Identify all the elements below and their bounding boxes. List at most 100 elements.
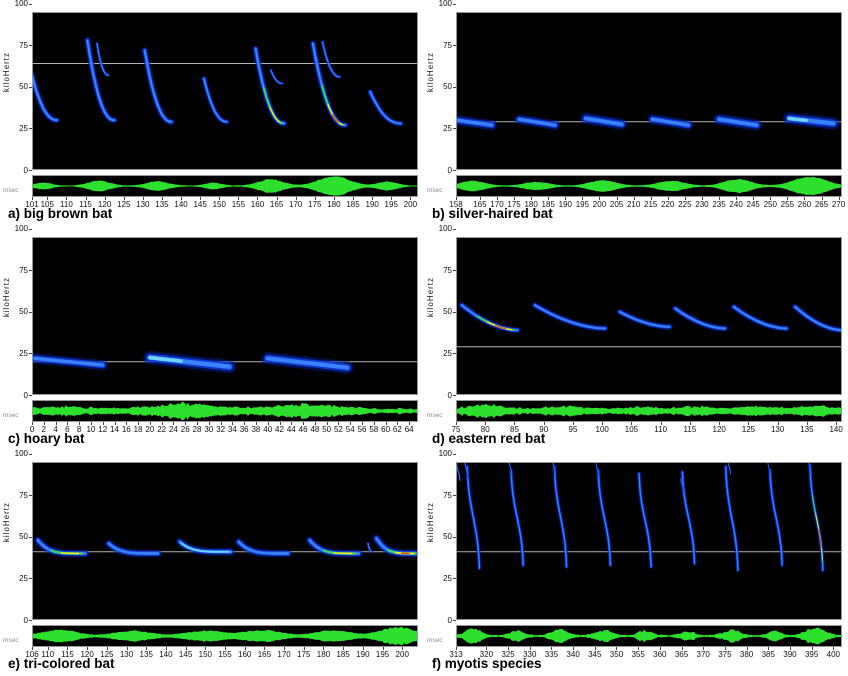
x-tick-label: 50 bbox=[322, 425, 332, 434]
x-tick-label: 245 bbox=[746, 200, 760, 209]
x-tick-mark bbox=[126, 422, 128, 425]
x-tick-mark bbox=[102, 422, 104, 425]
x-tick-mark bbox=[343, 647, 345, 650]
x-tick-mark bbox=[238, 197, 240, 200]
x-tick-mark bbox=[573, 647, 575, 650]
x-tick-mark bbox=[599, 197, 601, 200]
y-tick-label: 100 bbox=[438, 224, 452, 234]
x-tick-mark bbox=[185, 422, 187, 425]
x-tick-label: 175 bbox=[308, 200, 322, 209]
x-tick-mark bbox=[748, 422, 750, 425]
x-tick-mark bbox=[244, 647, 246, 650]
panel-d: kiloHertz 100 75 50 25 0 msec 75 80 85 90 95 100 105 1… bbox=[424, 224, 848, 450]
y-tick-mark bbox=[453, 270, 456, 272]
x-tick-mark bbox=[106, 647, 108, 650]
y-tick-label: 100 bbox=[14, 224, 28, 234]
y-tick-label: 75 bbox=[19, 490, 28, 500]
oscillogram-e bbox=[32, 625, 418, 647]
x-tick-label: 130 bbox=[119, 650, 134, 659]
y-tick-mark bbox=[29, 86, 32, 88]
x-tick-mark bbox=[181, 197, 183, 200]
x-tick-label: 250 bbox=[763, 200, 777, 209]
x-tick-label: 195 bbox=[375, 650, 390, 659]
x-tick-label: 28 bbox=[192, 425, 202, 434]
x-tick-mark bbox=[409, 422, 411, 425]
x-tick-mark bbox=[382, 647, 384, 650]
x-tick-mark bbox=[833, 647, 835, 650]
x-tick-mark bbox=[385, 422, 387, 425]
y-tick-mark bbox=[453, 170, 456, 171]
x-tick-label: 110 bbox=[654, 425, 668, 434]
x-tick-mark bbox=[456, 647, 457, 650]
y-tick-label: 0 bbox=[447, 390, 452, 400]
x-tick-label: 320 bbox=[479, 650, 494, 659]
x-tick-label: 120 bbox=[97, 200, 112, 209]
x-tick-label: 16 bbox=[121, 425, 131, 434]
y-tick-label: 100 bbox=[438, 449, 452, 459]
x-tick-label: 100 bbox=[595, 425, 609, 434]
x-tick-label: 52 bbox=[333, 425, 343, 434]
x-tick-mark bbox=[456, 422, 457, 425]
oscillogram-canvas-b bbox=[456, 175, 842, 197]
x-tick-mark bbox=[104, 197, 106, 200]
x-tick-label: 54 bbox=[345, 425, 355, 434]
x-tick-mark bbox=[753, 197, 755, 200]
x-tick-mark bbox=[333, 197, 335, 200]
x-tick-mark bbox=[165, 647, 167, 650]
x-tick-mark bbox=[736, 197, 738, 200]
x-tick-mark bbox=[565, 197, 567, 200]
x-tick-label: 145 bbox=[193, 200, 207, 209]
x-tick-mark bbox=[219, 197, 221, 200]
x-tick-mark bbox=[47, 647, 49, 650]
y-tick-label: 25 bbox=[19, 573, 28, 583]
x-tick-mark bbox=[770, 197, 772, 200]
x-tick-label: 120 bbox=[712, 425, 726, 434]
spectrogram-e bbox=[32, 462, 418, 620]
panel-caption-d: d) eastern red bat bbox=[432, 431, 546, 446]
x-tick-mark bbox=[548, 197, 550, 200]
x-tick-label: 106 bbox=[25, 650, 39, 659]
x-tick-label: 355 bbox=[631, 650, 645, 659]
x-tick-mark bbox=[85, 197, 87, 200]
x-tick-label: 130 bbox=[136, 200, 150, 209]
x-tick-label: 140 bbox=[174, 200, 188, 209]
x-tick-label: 38 bbox=[251, 425, 261, 434]
x-tick-label: 44 bbox=[286, 425, 296, 434]
x-tick-mark bbox=[142, 197, 144, 200]
oscillogram-canvas-a bbox=[32, 175, 418, 197]
x-tick-mark bbox=[276, 197, 278, 200]
x-tick-mark bbox=[279, 422, 281, 425]
spectrogram-canvas-a bbox=[32, 12, 418, 170]
x-tick-label: 30 bbox=[204, 425, 214, 434]
x-axis-unit-label: msec bbox=[427, 637, 443, 644]
x-tick-mark bbox=[66, 197, 68, 200]
x-tick-label: 313 bbox=[449, 650, 463, 659]
panel-f: kiloHertz 100 75 50 25 0 msec 313 320 325 330 335 34… bbox=[424, 449, 848, 675]
x-tick-mark bbox=[205, 647, 207, 650]
oscillogram-b bbox=[456, 175, 842, 197]
x-tick-label: 235 bbox=[712, 200, 726, 209]
x-tick-mark bbox=[633, 197, 635, 200]
x-tick-label: 60 bbox=[381, 425, 391, 434]
y-tick-label: 100 bbox=[14, 0, 28, 9]
y-tick-label: 25 bbox=[443, 348, 452, 358]
x-tick-label: 330 bbox=[523, 650, 537, 659]
x-tick-mark bbox=[138, 422, 140, 425]
x-tick-label: 185 bbox=[541, 200, 555, 209]
x-tick-label: 20 bbox=[145, 425, 155, 434]
x-tick-label: 160 bbox=[238, 650, 252, 659]
x-tick-mark bbox=[514, 422, 516, 425]
x-tick-label: 58 bbox=[369, 425, 379, 434]
y-tick-mark bbox=[29, 395, 32, 396]
x-tick-mark bbox=[486, 647, 488, 650]
y-tick-label: 0 bbox=[23, 390, 28, 400]
y-tick-label: 75 bbox=[19, 40, 28, 50]
x-tick-mark bbox=[161, 422, 163, 425]
x-tick-mark bbox=[314, 422, 316, 425]
x-tick-mark bbox=[114, 422, 116, 425]
x-tick-mark bbox=[531, 197, 533, 200]
x-tick-mark bbox=[90, 422, 92, 425]
x-tick-label: 32 bbox=[216, 425, 226, 434]
x-tick-label: 158 bbox=[449, 200, 463, 209]
y-tick-mark bbox=[453, 3, 456, 5]
